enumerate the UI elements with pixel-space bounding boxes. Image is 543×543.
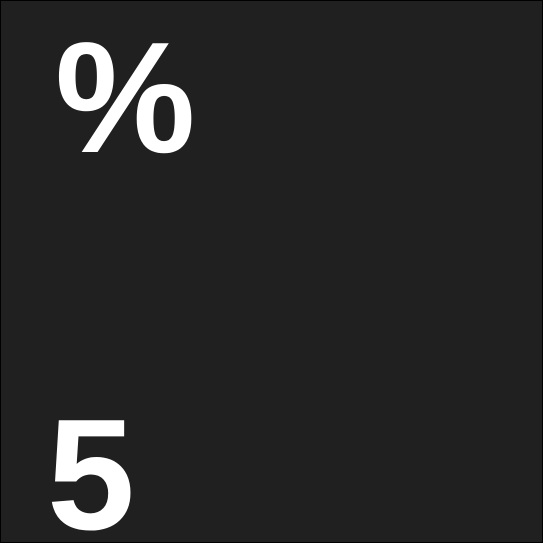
digit-label: 5 — [47, 387, 135, 543]
symbol-label: % — [55, 10, 196, 186]
